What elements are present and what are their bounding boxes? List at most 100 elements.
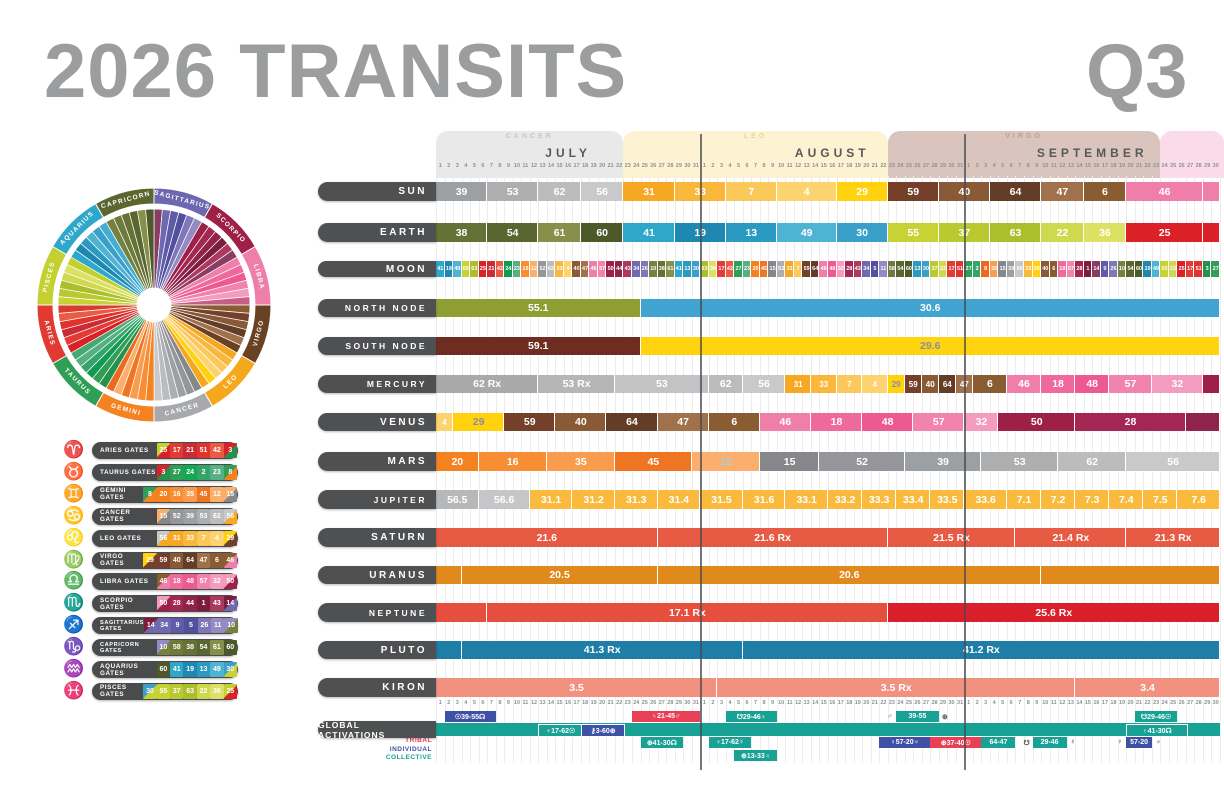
day-number: 10 — [778, 163, 785, 169]
segment-earth: 41 — [623, 223, 675, 242]
day-number: 11 — [522, 163, 529, 169]
gate-chip: 27 — [170, 464, 184, 480]
segment-mercury — [1202, 375, 1220, 393]
activation-badge: ⊕13-33♃ — [734, 750, 777, 761]
row-label-uranus: URANUS — [318, 566, 436, 584]
segment-mars: 56 — [1126, 452, 1220, 471]
month-divider-line — [964, 134, 966, 770]
day-number: 23 — [888, 163, 895, 169]
segment-saturn: 21.6 Rx — [657, 528, 888, 547]
gate-chip: 28 — [170, 596, 184, 612]
activation-badge: 64-47 — [981, 737, 1016, 748]
moon-day-cell: 58 — [887, 261, 897, 277]
day-number: 12 — [530, 163, 538, 169]
day-number-bottom: 27 — [1187, 700, 1194, 706]
day-number: 29 — [939, 163, 947, 169]
day-number-bottom: 28 — [931, 700, 938, 706]
day-number: 24 — [633, 163, 640, 169]
segment-mercury: 53 Rx — [538, 375, 615, 393]
day-number: 25 — [905, 163, 913, 169]
gate-chips: 56 31 33 7 4 29 — [156, 530, 237, 546]
moon-day-cell: 38 — [657, 261, 667, 277]
day-number: 30 — [1212, 163, 1219, 169]
day-number-bottom: 6 — [1009, 700, 1013, 706]
moon-day-cell: 51 — [1194, 261, 1203, 277]
gate-chip: 43 — [210, 596, 224, 612]
day-number: 1 — [702, 163, 706, 169]
segment-earth: 38 — [436, 223, 488, 242]
day-number: 26 — [650, 163, 657, 169]
gate-chips: 14 34 9 5 26 11 10 — [144, 618, 238, 634]
moon-day-cell: 24 — [504, 261, 513, 277]
segment-mercury: 6 — [972, 375, 1007, 393]
gates-legend-label: CANCER GATES — [100, 509, 131, 524]
moon-day-cell: 54 — [896, 261, 905, 277]
day-number: 20 — [863, 163, 870, 169]
segment-neptune: 17.1 Rx — [487, 603, 888, 622]
gates-legend-row-sagittarius: SAGITTARIUS GATES 14 34 9 5 26 11 10 — [92, 617, 238, 635]
activation-badge: ⊕37-40☉ — [930, 737, 982, 748]
segment-uranus — [1041, 566, 1220, 584]
segment-pluto: 41.3 Rx — [461, 641, 743, 659]
day-number: 1 — [438, 163, 442, 169]
day-number: 5 — [736, 163, 741, 169]
planet-glyph: ☿ — [1117, 739, 1123, 746]
day-number: 22 — [616, 163, 623, 169]
gate-chips: 8 20 16 35 45 12 15 — [143, 486, 237, 502]
day-number: 3 — [719, 163, 723, 169]
segment-mercury: 18 — [1041, 375, 1076, 393]
moon-day-cell: 17 — [1185, 261, 1195, 277]
segment-uranus: 20.5 — [461, 566, 658, 584]
moon-day-cell: 42 — [495, 261, 505, 277]
day-number-bottom: 15 — [820, 700, 827, 706]
day-number: 9 — [771, 163, 775, 169]
gate-chip: 44 — [183, 596, 197, 612]
row-label-earth: EARTH — [318, 223, 436, 242]
segment-mercury: 4 — [862, 375, 888, 393]
gate-chip: 13 — [196, 662, 211, 677]
row-label-north-node: NORTH NODE — [318, 299, 436, 317]
day-number-bottom: 8 — [762, 700, 766, 706]
gate-chip: 50 — [156, 596, 171, 612]
moon-day-cell: 4 — [563, 261, 573, 277]
segment-mars: 62 — [1058, 452, 1127, 471]
day-number: 9 — [1035, 163, 1039, 169]
gate-chip: 31 — [170, 530, 184, 546]
month-tab-virgo — [887, 131, 1161, 178]
day-number: 18 — [582, 163, 589, 169]
moon-day-cell: 33 — [1024, 261, 1033, 277]
sign-label-virgo: VIRGO — [1005, 133, 1043, 140]
moon-day-cell: 7 — [793, 261, 803, 277]
moon-day-cell: 30 — [921, 261, 931, 277]
day-number-bottom: 1 — [967, 700, 971, 706]
gate-chip: 19 — [183, 662, 197, 677]
day-number-bottom: 25 — [1170, 700, 1177, 706]
segment-venus: 57 — [913, 413, 965, 431]
segment-mars: 15 — [759, 452, 820, 471]
day-number-bottom: 6 — [481, 700, 485, 706]
segment-earth: 25 — [1126, 223, 1203, 242]
moon-day-cell: 6 — [1049, 261, 1059, 277]
gates-legend-label: SCORPIO GATES — [100, 596, 134, 611]
moon-day-cell: 19 — [444, 261, 454, 277]
segment-mercury: 59 — [904, 375, 922, 393]
planet-glyph: ☿ — [1070, 739, 1076, 746]
gate-chip: 20 — [156, 486, 171, 502]
day-number: 26 — [1178, 163, 1185, 169]
page-title: 2026 TRANSITS — [44, 29, 628, 114]
gates-legend-row-taurus: TAURUS GATES 3 27 24 2 23 8 — [92, 463, 238, 481]
gate-chips: 3 27 24 2 23 8 — [156, 464, 237, 480]
day-number: 29 — [675, 163, 682, 169]
day-number-bottom: 12 — [795, 700, 802, 706]
zodiac-glyph-leo: ♌ — [63, 527, 85, 547]
row-label-neptune: NEPTUNE — [318, 603, 436, 622]
gate-chip: 45 — [196, 486, 211, 502]
gate-chip: 18 — [170, 574, 184, 590]
month-name-september: SEPTEMBER — [1036, 146, 1148, 160]
day-number-bottom: 3 — [984, 700, 988, 706]
moon-day-cell: 34 — [862, 261, 871, 277]
row-label-mercury: MERCURY — [318, 375, 436, 393]
gate-chip: 60 — [156, 662, 171, 677]
planet-glyph: ⊕ — [941, 713, 948, 721]
day-number-bottom: 4 — [728, 700, 732, 706]
